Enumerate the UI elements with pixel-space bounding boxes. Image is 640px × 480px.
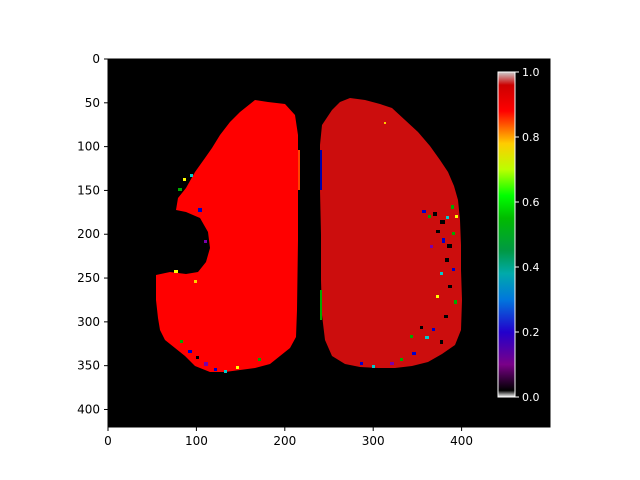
right-lung-region xyxy=(320,98,462,368)
y-tick-label: 200 xyxy=(77,227,100,241)
y-tick-label: 150 xyxy=(77,183,100,197)
x-tick-label: 300 xyxy=(362,434,385,448)
colorbar: 0.0 0.2 0.4 0.6 0.8 1.0 xyxy=(497,66,540,404)
left-lung-region xyxy=(156,100,298,372)
x-tick-label: 200 xyxy=(273,434,296,448)
colorbar-tick-label: 0.8 xyxy=(522,131,540,144)
y-tick-label: 50 xyxy=(85,96,100,110)
y-tick-label: 0 xyxy=(92,52,100,66)
colorbar-gradient xyxy=(497,71,516,398)
axes-frame xyxy=(107,58,551,428)
colorbar-tick-label: 1.0 xyxy=(522,66,540,79)
y-tick-label: 300 xyxy=(77,315,100,329)
colorbar-ticks: 0.0 0.2 0.4 0.6 0.8 1.0 xyxy=(515,66,540,404)
y-tick-label: 350 xyxy=(77,359,100,373)
x-tick-label: 400 xyxy=(450,434,473,448)
colorbar-tick-label: 0.2 xyxy=(522,326,540,339)
colorbar-tick-label: 0.0 xyxy=(522,391,540,404)
y-tick-label: 100 xyxy=(77,140,100,154)
x-axis: 0 100 200 300 400 xyxy=(104,427,473,448)
y-axis: 0 50 100 150 200 250 300 350 400 xyxy=(77,52,108,416)
x-tick-label: 100 xyxy=(185,434,208,448)
colorbar-tick-label: 0.4 xyxy=(522,261,540,274)
y-tick-label: 250 xyxy=(77,271,100,285)
right-lung-speckles xyxy=(320,122,458,368)
y-tick-label: 400 xyxy=(77,402,100,416)
colorbar-tick-label: 0.6 xyxy=(522,196,540,209)
x-tick-label: 0 xyxy=(104,434,112,448)
left-lung-speckles xyxy=(174,150,300,373)
